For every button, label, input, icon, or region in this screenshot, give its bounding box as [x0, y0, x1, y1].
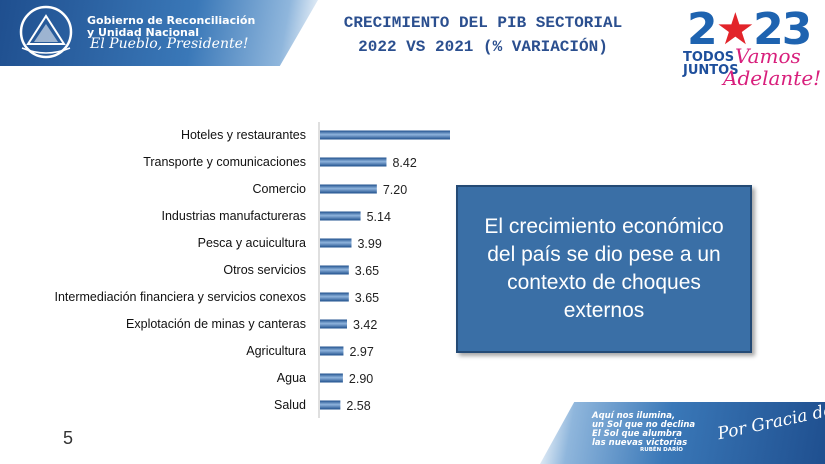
value-label: 7.20: [383, 183, 407, 197]
bar: [320, 184, 377, 194]
footer-quote-line3: El Sol que alumbra: [592, 429, 682, 439]
slide-subtitle: 2022 VS 2021 (% VARIACIÓN): [358, 38, 608, 56]
category-label: Explotación de minas y canteras: [126, 317, 306, 331]
footer-quote-line1: Aquí nos ilumina,: [592, 411, 676, 421]
logo-year: 2★23: [687, 4, 812, 55]
category-label: Hoteles y restaurantes: [181, 128, 306, 142]
category-label: Otros servicios: [223, 263, 306, 277]
value-label: 3.99: [357, 237, 381, 251]
bar: [320, 211, 361, 221]
chart-bars: Hoteles y restaurantes29.01Transporte y …: [54, 128, 450, 413]
value-label: 2.58: [346, 399, 370, 413]
footer-quote-line4: las nuevas victorias: [592, 438, 688, 448]
sector-gdp-bar-chart: Hoteles y restaurantes29.01Transporte y …: [54, 122, 450, 418]
category-label: Intermediación financiera y servicios co…: [54, 290, 306, 304]
bar: [320, 319, 347, 329]
category-label: Pesca y acuicultura: [198, 236, 306, 250]
value-label: 2.97: [349, 345, 373, 359]
value-label: 3.42: [353, 318, 377, 332]
logo-todos: TODOS: [683, 50, 735, 65]
callout-box: El crecimiento económico del país se dio…: [456, 185, 752, 353]
callout-text: El crecimiento económico del país se dio…: [484, 215, 724, 322]
logo-2023: 2★23 TODOS JUNTOS Vamos Adelante!: [683, 4, 823, 98]
category-label: Agua: [277, 371, 306, 385]
value-label: 3.65: [355, 264, 379, 278]
category-label: Industrias manufactureras: [161, 209, 306, 223]
footer-quote-author: RUBÉN DARÍO: [640, 447, 683, 453]
category-label: Comercio: [253, 182, 307, 196]
logo-juntos: JUNTOS: [683, 63, 739, 78]
page-number: 5: [63, 428, 74, 448]
government-name-line1: Gobierno de Reconciliación: [87, 14, 256, 27]
bar: [320, 265, 349, 275]
category-label: Salud: [274, 398, 306, 412]
value-label: 3.65: [355, 291, 379, 305]
bar: [320, 292, 349, 302]
bar: [320, 346, 344, 356]
bar: [320, 157, 387, 167]
slide-title: CRECIMIENTO DEL PIB SECTORIAL: [343, 14, 623, 32]
logo-adelante: Adelante!: [723, 66, 822, 90]
value-label: 5.14: [367, 210, 391, 224]
value-label: 8.42: [392, 156, 416, 170]
government-slogan: El Pueblo, Presidente!: [90, 36, 249, 52]
footer-quote-line2: un Sol que no declina: [592, 420, 696, 430]
bar: [320, 400, 341, 410]
footer-banner: [540, 402, 825, 464]
government-name-line2: y Unidad Nacional: [87, 26, 200, 39]
category-label: Agricultura: [246, 344, 306, 358]
bar: [320, 238, 352, 248]
national-emblem-icon: [19, 5, 73, 59]
bar: [320, 130, 450, 140]
logo-vamos: Vamos: [735, 44, 801, 68]
bar: [320, 373, 343, 383]
value-label: 2.90: [349, 372, 373, 386]
category-label: Transporte y comunicaciones: [143, 155, 306, 169]
